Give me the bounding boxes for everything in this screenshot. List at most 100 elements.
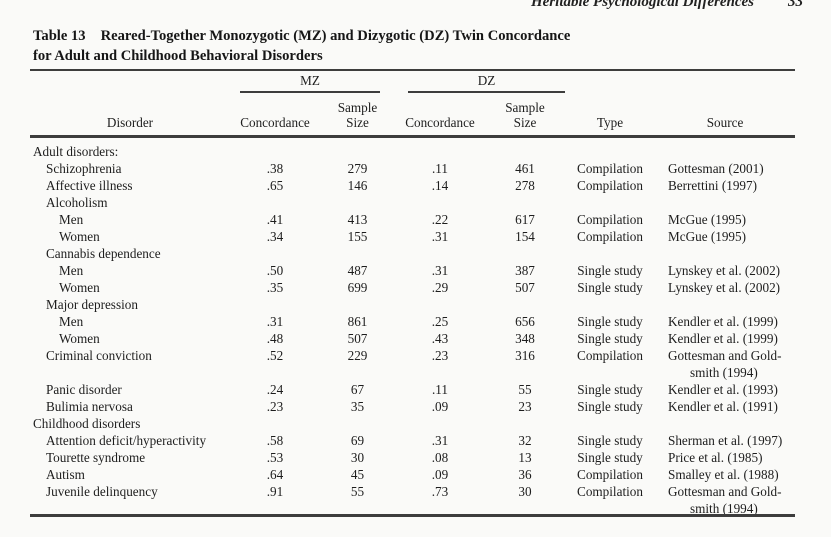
source-value: Price et al. (1985) [655,449,795,466]
mz-concordance-value: .91 [266,484,284,499]
source-value: Kendler et al. (1993) [655,381,795,398]
mz-concordance-value: .58 [266,433,284,448]
disorder-label: Childhood disorders [33,416,141,431]
source-value: Kendler et al. (1999) [655,313,795,330]
mz-concordance-value: .64 [266,467,284,482]
mz-sample-header-line2: Size [346,115,369,130]
dz-concordance-value: .43 [431,331,449,346]
source-value: Lynskey et al. (2002) [655,262,795,279]
mz-sample-size-value: 67 [350,382,365,397]
source-value: Gottesman and Gold-smith (1994) [655,483,795,517]
study-type-value: Compilation [577,348,643,363]
mz-concordance-value: .31 [266,314,284,329]
dz-sample-size-value: 32 [518,433,532,448]
table-row: Panic disorder .24 67 .11 55 Single study Kend… [30,381,795,398]
running-head-title: Heritable Psychological Differences [530,0,754,10]
source-column-header: Source [706,115,744,130]
dz-concordance-value: .11 [432,161,448,176]
source-value: McGue (1995) [655,228,795,245]
bottom-rule [30,514,795,517]
mz-sample-size-value: 507 [347,331,368,346]
table-section-row: Cannabis dependence [30,245,795,262]
disorder-label: Criminal conviction [46,348,152,363]
dz-sample-size-value: 13 [518,450,532,465]
table-row: Women .48 507 .43 348 Single study Kendler et … [30,330,795,347]
mz-concordance-value: .38 [266,161,284,176]
source-value: Kendler et al. (1999) [655,330,795,347]
dz-sample-header-line1: Sample [505,100,545,115]
mz-concordance-column-header: Concordance [240,115,310,130]
disorder-label: Men [59,314,84,329]
table-row: Criminal conviction .52 229 .23 316 Compilati… [30,347,795,381]
study-type-value: Single study [577,399,643,414]
table-row: Men .41 413 .22 617 Compilation McGue (1995) [30,211,795,228]
mz-concordance-value: .50 [266,263,284,278]
source-line: Berrettini (1997) [668,178,757,193]
dz-sample-size-value: 23 [518,399,532,414]
disorder-label: Women [59,280,100,295]
table-row: Women .35 699 .29 507 Single study Lynskey et … [30,279,795,296]
table-row: Bulimia nervosa .23 35 .09 23 Single study Ken… [30,398,795,415]
dz-concordance-column-header: Concordance [405,115,475,130]
source-line: Kendler et al. (1991) [668,399,778,414]
table-section-row: Major depression [30,296,795,313]
dz-concordance-value: .11 [432,382,448,397]
dz-sample-size-value: 461 [515,161,535,176]
source-line: smith (1994) [690,365,758,380]
dz-group-header: DZ [477,73,496,88]
dz-concordance-value: .31 [431,433,449,448]
mz-sample-header-line1: Sample [337,100,378,115]
source-line: Sherman et al. (1997) [668,433,783,448]
mz-sample-size-value: 229 [347,348,368,363]
header-rule [30,135,795,138]
disorder-label: Women [59,229,100,244]
source-line: Gottesman and Gold- [668,348,782,363]
dz-sample-size-value: 154 [515,229,535,244]
dz-spanner-rule [408,91,565,93]
table-title: Table 13 Reared-Together Monozygotic (MZ)… [33,27,570,66]
mz-sample-size-value: 35 [350,399,365,414]
mz-sample-size-value: 45 [350,467,365,482]
study-type-value: Compilation [577,212,643,227]
study-type-value: Compilation [577,229,643,244]
dz-concordance-value: .14 [431,178,449,193]
table-section-row: Alcoholism [30,194,795,211]
source-line: Gottesman (2001) [668,161,764,176]
dz-concordance-value: .31 [431,263,449,278]
running-head: Heritable Psychological Differences 33 [0,0,803,11]
source-line: Kendler et al. (1993) [668,382,778,397]
dz-concordance-value: .08 [431,450,449,465]
disorder-label: Affective illness [46,178,133,193]
source-line: smith (1994) [690,501,758,516]
dz-sample-size-value: 316 [515,348,535,363]
disorder-label: Adult disorders: [33,144,119,159]
study-type-value: Compilation [577,484,643,499]
table-section-row: Childhood disorders [30,415,795,432]
source-line: Kendler et al. (1999) [668,314,778,329]
table-row: Tourette syndrome .53 30 .08 13 Single study P… [30,449,795,466]
mz-concordance-value: .23 [266,399,284,414]
table-title-text: Reared-Together Monozygotic (MZ) and Diz… [100,28,571,44]
mz-sample-size-value: 279 [347,161,368,176]
table-title-line2: for Adult and Childhood Behavioral Disor… [33,47,323,64]
source-line: McGue (1995) [668,229,747,244]
dz-concordance-value: .22 [431,212,449,227]
dz-sample-size-value: 348 [515,331,535,346]
disorder-label: Cannabis dependence [46,246,161,261]
mz-concordance-value: .24 [266,382,284,397]
dz-concordance-value: .09 [431,467,449,482]
study-type-value: Compilation [577,178,643,193]
source-value: Berrettini (1997) [655,177,795,194]
disorder-label: Men [59,263,84,278]
table-row: Schizophrenia .38 279 .11 461 Compilation Gott… [30,160,795,177]
table-section-row: Adult disorders: [30,143,795,160]
dz-sample-size-value: 387 [515,263,535,278]
source-line: Kendler et al. (1999) [668,331,778,346]
source-value: Lynskey et al. (2002) [655,279,795,296]
disorder-label: Bulimia nervosa [46,399,133,414]
table-row: Women .34 155 .31 154 Compilation McGue (1995) [30,228,795,245]
dz-concordance-value: .23 [431,348,449,363]
disorder-label: Schizophrenia [46,161,122,176]
disorder-label: Women [59,331,100,346]
